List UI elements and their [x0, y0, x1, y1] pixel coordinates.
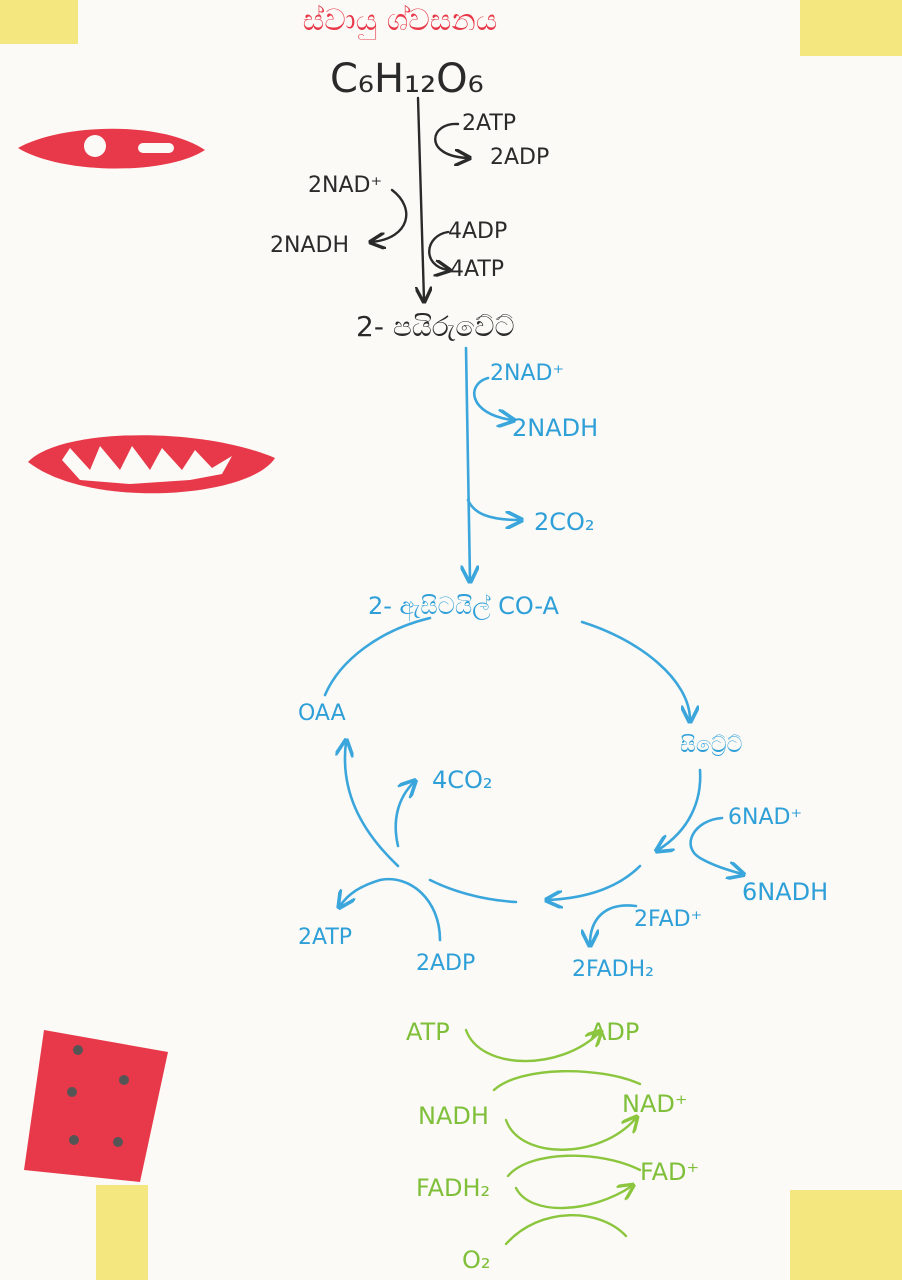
tape-top-left	[0, 0, 78, 44]
tape-bottom-right	[790, 1190, 902, 1280]
krebs-fad-label: 2FAD⁺	[634, 907, 702, 932]
pyruvate-label: 2- පයිරුවේට්	[356, 310, 515, 343]
krebs-adp-label: 2ADP	[416, 951, 475, 976]
adp-to-atp-arrow	[340, 877, 442, 942]
atp-out-label: 4ATP	[450, 257, 504, 282]
nadh-out-label: 2NADH	[270, 233, 349, 258]
mitochondrion-icon	[28, 435, 275, 494]
atp-in-label: 2ATP	[462, 111, 516, 136]
oaa-label: OAA	[298, 701, 346, 726]
nad-to-fad-arc	[506, 1154, 642, 1178]
cycle-left-arrow	[345, 742, 400, 868]
etc-adp-label: ADP	[590, 1018, 639, 1046]
etc-atp-label: ATP	[406, 1018, 450, 1046]
glycolysis-arrow	[418, 96, 424, 300]
fad-reduction-arrow	[590, 904, 638, 944]
etc-fad-label: FAD⁺	[640, 1158, 699, 1186]
glucose-label: C₆H₁₂O₆	[330, 56, 484, 102]
etc-o2-label: O₂	[462, 1246, 491, 1274]
link-nad-label: 2NAD⁺	[490, 361, 564, 386]
cristae-membrane-icon	[24, 1030, 168, 1182]
krebs-fadh2-label: 2FADH₂	[572, 957, 654, 982]
nadh-nad-arrow	[504, 1118, 636, 1151]
krebs-atp-label: 2ATP	[298, 925, 352, 950]
fad-to-oxygen-arc	[504, 1214, 628, 1246]
etc-nad-label: NAD⁺	[622, 1090, 688, 1118]
atp-investment-arrow	[434, 122, 468, 158]
tape-bottom-left	[96, 1185, 148, 1280]
cycle-bottom-mid-arrow	[428, 878, 518, 904]
etc-nadh-label: NADH	[418, 1102, 489, 1130]
acetyl-to-oaa-arc	[323, 616, 432, 697]
etc-fadh2-label: FADH₂	[416, 1174, 490, 1202]
link-nad-arrow	[472, 376, 512, 420]
acetyl-coa-label: 2- ඇසිටයිල් CO-A	[368, 592, 560, 622]
link-reaction-arrow	[466, 346, 470, 580]
adp-in-label: 4ADP	[448, 219, 507, 244]
link-co2-label: 2CO₂	[534, 508, 595, 536]
adp-out-label: 2ADP	[490, 145, 549, 170]
fadh2-fad-arrow	[514, 1186, 632, 1210]
adp-to-nad-arc	[492, 1069, 642, 1092]
cytoplasm-cell-icon	[18, 128, 205, 169]
link-co2-arrow	[466, 498, 520, 520]
page-title: ස්වායු ශ්වසනය	[303, 3, 498, 40]
nad-reduction-krebs-arrow	[689, 816, 742, 874]
krebs-nadh-label: 6NADH	[742, 878, 828, 906]
link-nadh-label: 2NADH	[512, 414, 598, 442]
tape-top-right	[800, 0, 902, 56]
citrate-label: සිට්‍රේට්	[680, 733, 742, 758]
atp-generation-arrow	[428, 230, 448, 270]
nad-in-label: 2NAD⁺	[308, 173, 382, 198]
citrate-to-nad-arrow	[658, 768, 702, 850]
nad-reduction-arrow	[372, 188, 408, 242]
krebs-nad-label: 6NAD⁺	[728, 805, 802, 830]
krebs-co2-label: 4CO₂	[432, 766, 493, 794]
cycle-bottom-right-arrow	[548, 864, 642, 900]
acetyl-to-citrate-arrow	[580, 620, 690, 720]
co2-release-arrow	[394, 782, 414, 848]
atp-adp-arrow	[464, 1030, 600, 1063]
